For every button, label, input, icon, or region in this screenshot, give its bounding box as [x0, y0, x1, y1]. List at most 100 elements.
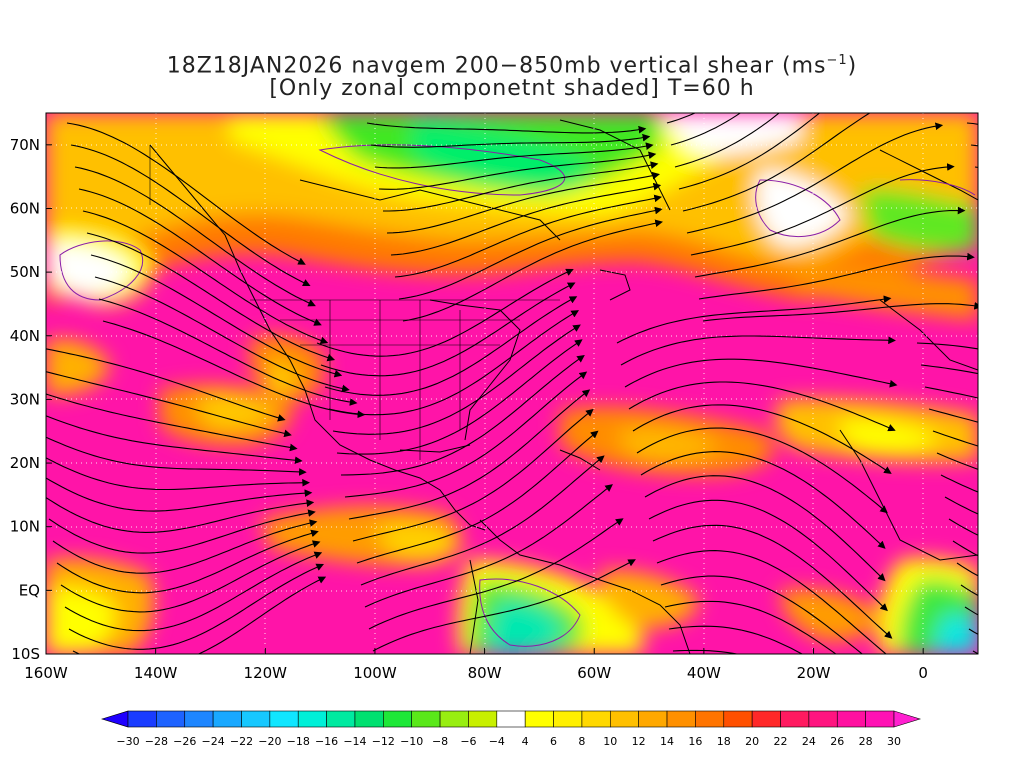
streamline: [932, 430, 978, 447]
streamline: [64, 551, 323, 632]
streamline: [78, 188, 322, 326]
streamline: [394, 194, 662, 278]
colorbar-label: −22: [230, 735, 253, 748]
streamline: [624, 358, 898, 388]
colorbar-swatch: [241, 710, 271, 728]
streamline: [46, 477, 313, 512]
streamline: [320, 282, 576, 377]
streamline: [378, 151, 657, 190]
colorbar-label: −24: [202, 735, 225, 748]
longitude-labels: 160W 140W 120W 100W 80W 60W 40W 20W 0: [24, 648, 928, 682]
streamline: [46, 348, 286, 422]
colorbar-swatch: [184, 710, 214, 728]
streamline: [628, 381, 896, 432]
colorbar-swatch: [751, 710, 781, 728]
shaded-field: [46, 113, 978, 654]
weak-shear-contours: [59, 144, 976, 647]
colorbar-label: −14: [343, 735, 366, 748]
colorbar-label: 10: [603, 735, 617, 748]
streamline: [370, 133, 651, 148]
streamline: [987, 233, 1024, 370]
chart-title-line2: [Only zonal componetnt shaded] T=60 h: [269, 76, 755, 101]
colorbar-swatch: [893, 710, 922, 728]
streamline: [995, 277, 1024, 408]
lon-label: 60W: [577, 664, 611, 682]
streamline: [94, 276, 350, 393]
lat-label: 70N: [10, 136, 40, 154]
lon-label: 80W: [468, 664, 502, 682]
colorbar-swatch: [269, 710, 299, 728]
streamline: [999, 299, 1024, 425]
streamline: [344, 371, 588, 498]
streamline: [46, 415, 303, 465]
colorbar-label: 28: [859, 735, 873, 748]
colorbar-labels: −30 −28 −26 −24 −22 −20 −18 −16 −14 −12 −10 −8 −6 −4 4…: [116, 735, 901, 748]
streamline: [698, 252, 975, 300]
colorbar-swatch: [865, 710, 895, 728]
colorbar-swatch: [297, 710, 327, 728]
streamline: [664, 600, 837, 654]
streamline: [102, 320, 366, 419]
colorbar-label: −8: [432, 735, 448, 748]
colorbar-swatch: [468, 710, 498, 728]
streamline: [920, 364, 978, 375]
colorbar-swatch: [609, 710, 639, 728]
streamline: [924, 386, 978, 399]
streamline: [983, 211, 1024, 349]
colorbar: [100, 710, 922, 728]
streamline: [694, 206, 966, 278]
streamline: [74, 166, 316, 307]
streamline: [368, 518, 624, 630]
streamline: [402, 219, 663, 322]
colorbar-swatch: [780, 710, 810, 728]
streamline: [686, 122, 944, 234]
streamline: [656, 550, 887, 654]
streamline: [972, 650, 978, 654]
streamline: [928, 408, 978, 423]
colorbar-swatch: [836, 710, 866, 728]
colorbar-label: −30: [116, 735, 139, 748]
streamline: [70, 144, 311, 287]
colorbar-label: 30: [887, 735, 901, 748]
colorbar-label: 4: [522, 735, 529, 748]
streamline: [640, 451, 886, 549]
colorbar-swatch: [439, 710, 469, 728]
streamline: [366, 122, 647, 134]
colorbar-label: −10: [400, 735, 423, 748]
streamline: [86, 232, 336, 362]
lat-label: 60N: [10, 199, 40, 217]
streamline: [398, 206, 663, 300]
streamline: [979, 189, 1024, 327]
lat-label: EQ: [19, 581, 40, 599]
streamline: [48, 509, 316, 554]
streamline: [644, 475, 886, 582]
streamline: [360, 455, 605, 586]
streamline: [970, 144, 978, 147]
lon-label: 140W: [134, 664, 178, 682]
streamline: [68, 563, 324, 650]
streamline: [46, 393, 298, 452]
colorbar-label: 8: [578, 735, 585, 748]
lat-label: 10S: [11, 645, 40, 663]
coastlines: [149, 119, 978, 654]
streamline: [372, 559, 636, 652]
streamline: [652, 524, 893, 639]
streamline: [386, 171, 660, 234]
streamline: [616, 295, 892, 344]
streamline: [316, 268, 574, 357]
lon-label: 100W: [353, 664, 397, 682]
colorbar-label: −28: [145, 735, 168, 748]
streamline: [356, 430, 599, 564]
colorbar-label: 18: [717, 735, 731, 748]
colorbar-swatch: [581, 710, 611, 728]
streamline: [98, 298, 358, 406]
streamline: [60, 540, 321, 613]
streamline: [72, 576, 327, 654]
map-frame: [45, 112, 979, 655]
streamline: [660, 575, 864, 654]
colorbar-swatch: [156, 710, 186, 728]
streamline: [632, 404, 892, 474]
streamline: [336, 339, 583, 455]
colorbar-label: 20: [745, 735, 759, 748]
colorbar-swatch: [666, 710, 696, 728]
